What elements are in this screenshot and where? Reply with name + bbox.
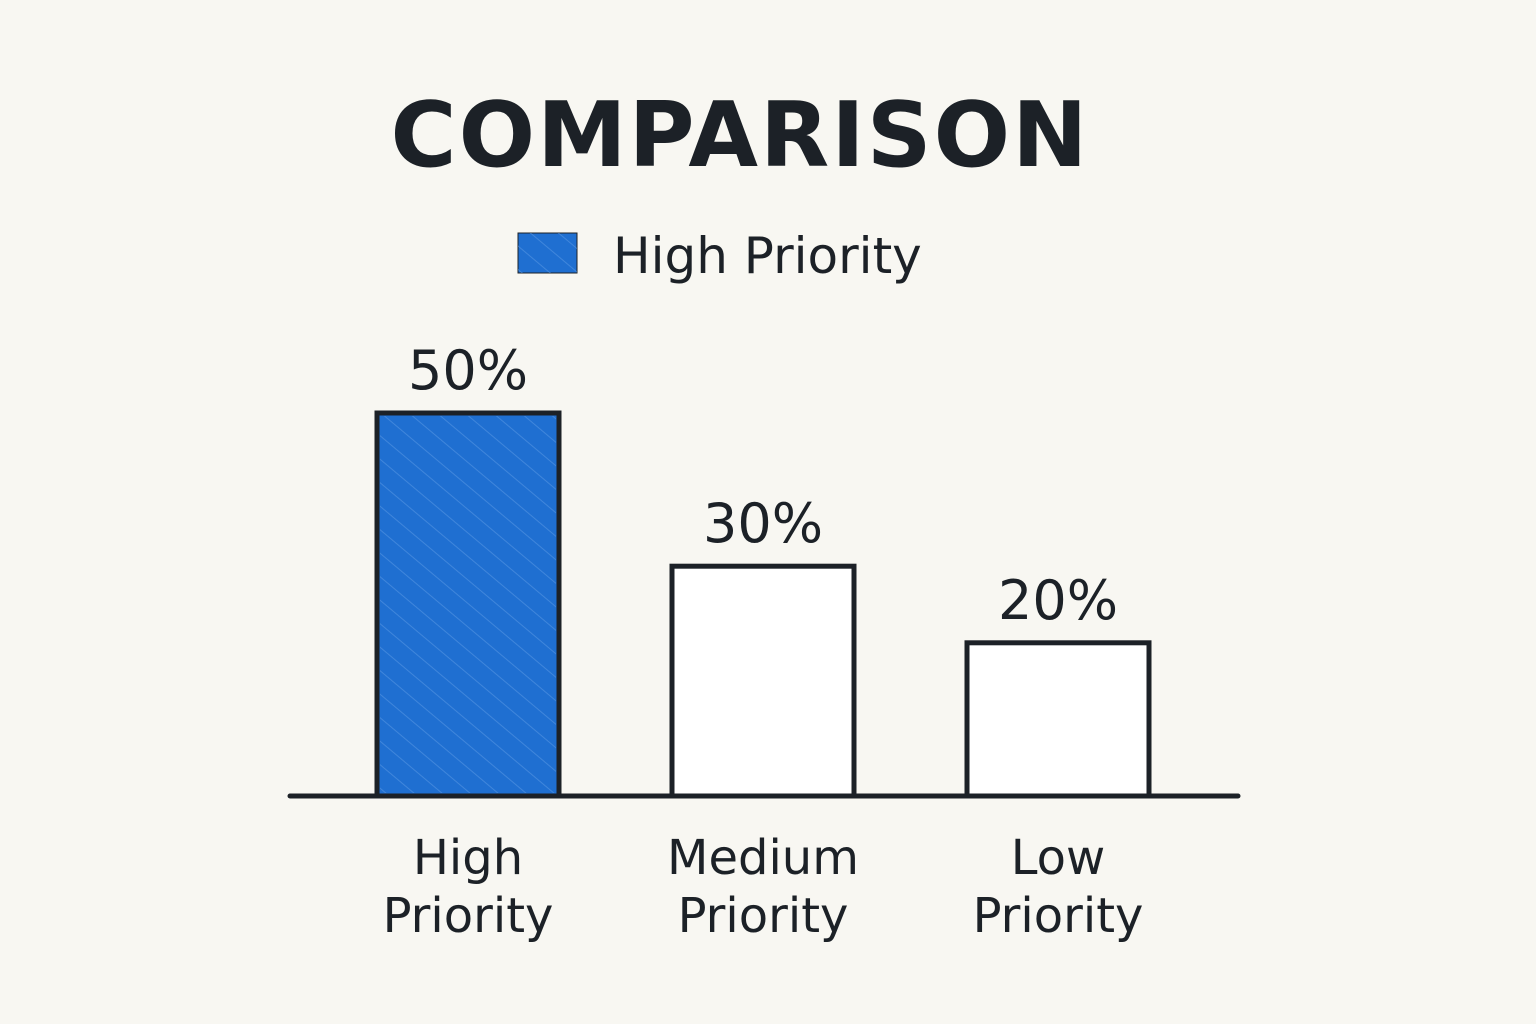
bar-2 — [669, 563, 857, 799]
category-label-2-line-2: Priority — [678, 888, 849, 944]
value-label-2: 30% — [703, 492, 823, 555]
category-label-3-line-2: Priority — [973, 888, 1144, 944]
legend: High Priority — [517, 227, 922, 285]
chart-title: COMPARISON — [391, 83, 1090, 188]
legend-label: High Priority — [613, 227, 922, 285]
value-label-3: 20% — [998, 569, 1118, 632]
category-label-1-line-1: High — [413, 830, 523, 886]
category-label-3-line-1: Low — [1011, 830, 1106, 886]
bar-3 — [964, 640, 1152, 799]
bar-texture-1 — [380, 416, 556, 793]
legend-swatch-texture — [518, 233, 577, 273]
value-label-1: 50% — [408, 339, 528, 402]
category-label-2-line-1: Medium — [667, 830, 859, 886]
bars: 50%HighPriority30%MediumPriority20%LowPr… — [374, 339, 1152, 944]
category-label-1-line-2: Priority — [383, 888, 554, 944]
